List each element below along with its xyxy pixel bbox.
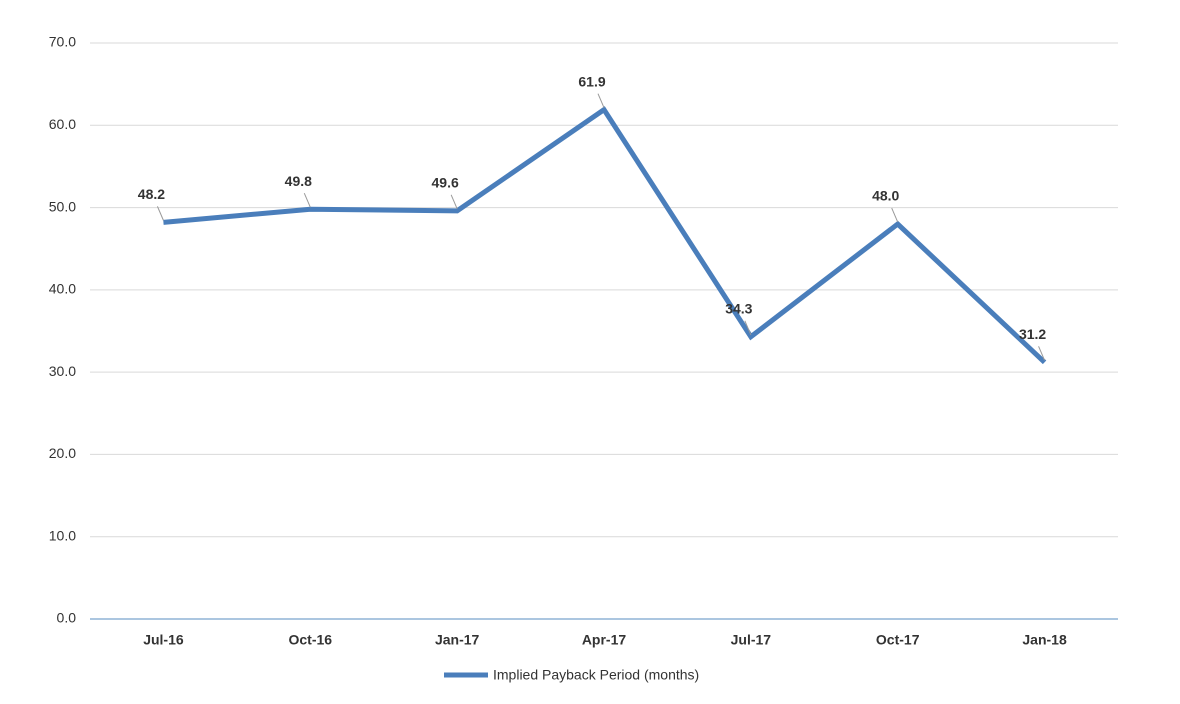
x-tick-label: Oct-17 <box>876 632 920 648</box>
x-tick-label: Oct-16 <box>288 632 332 648</box>
y-tick-label: 20.0 <box>49 445 76 461</box>
y-tick-label: 10.0 <box>49 527 76 543</box>
x-tick-label: Jan-18 <box>1022 632 1067 648</box>
leader-line <box>744 320 752 335</box>
legend-label: Implied Payback Period (months) <box>493 667 699 683</box>
leader-line <box>156 206 164 221</box>
leader-line <box>1038 346 1046 361</box>
leader-line <box>303 193 311 208</box>
x-tick-label: Jul-16 <box>143 632 184 648</box>
y-tick-label: 50.0 <box>49 198 76 214</box>
x-tick-label: Apr-17 <box>582 632 627 648</box>
x-tick-label: Jul-17 <box>731 632 772 648</box>
data-label: 31.2 <box>1019 326 1046 342</box>
y-tick-label: 0.0 <box>57 610 77 626</box>
data-label: 48.0 <box>872 188 899 204</box>
leader-line <box>597 93 605 108</box>
y-tick-label: 40.0 <box>49 281 76 297</box>
y-tick-label: 30.0 <box>49 363 76 379</box>
x-tick-label: Jan-17 <box>435 632 480 648</box>
leader-line <box>450 194 458 210</box>
data-label: 49.8 <box>285 173 312 189</box>
data-label: 49.6 <box>432 175 459 191</box>
y-tick-label: 70.0 <box>49 34 76 50</box>
leader-line <box>891 207 899 223</box>
data-label: 61.9 <box>578 73 605 89</box>
data-label: 34.3 <box>725 300 752 316</box>
line <box>163 106 1047 365</box>
y-tick-label: 60.0 <box>49 116 76 132</box>
data-label: 48.2 <box>138 186 165 202</box>
